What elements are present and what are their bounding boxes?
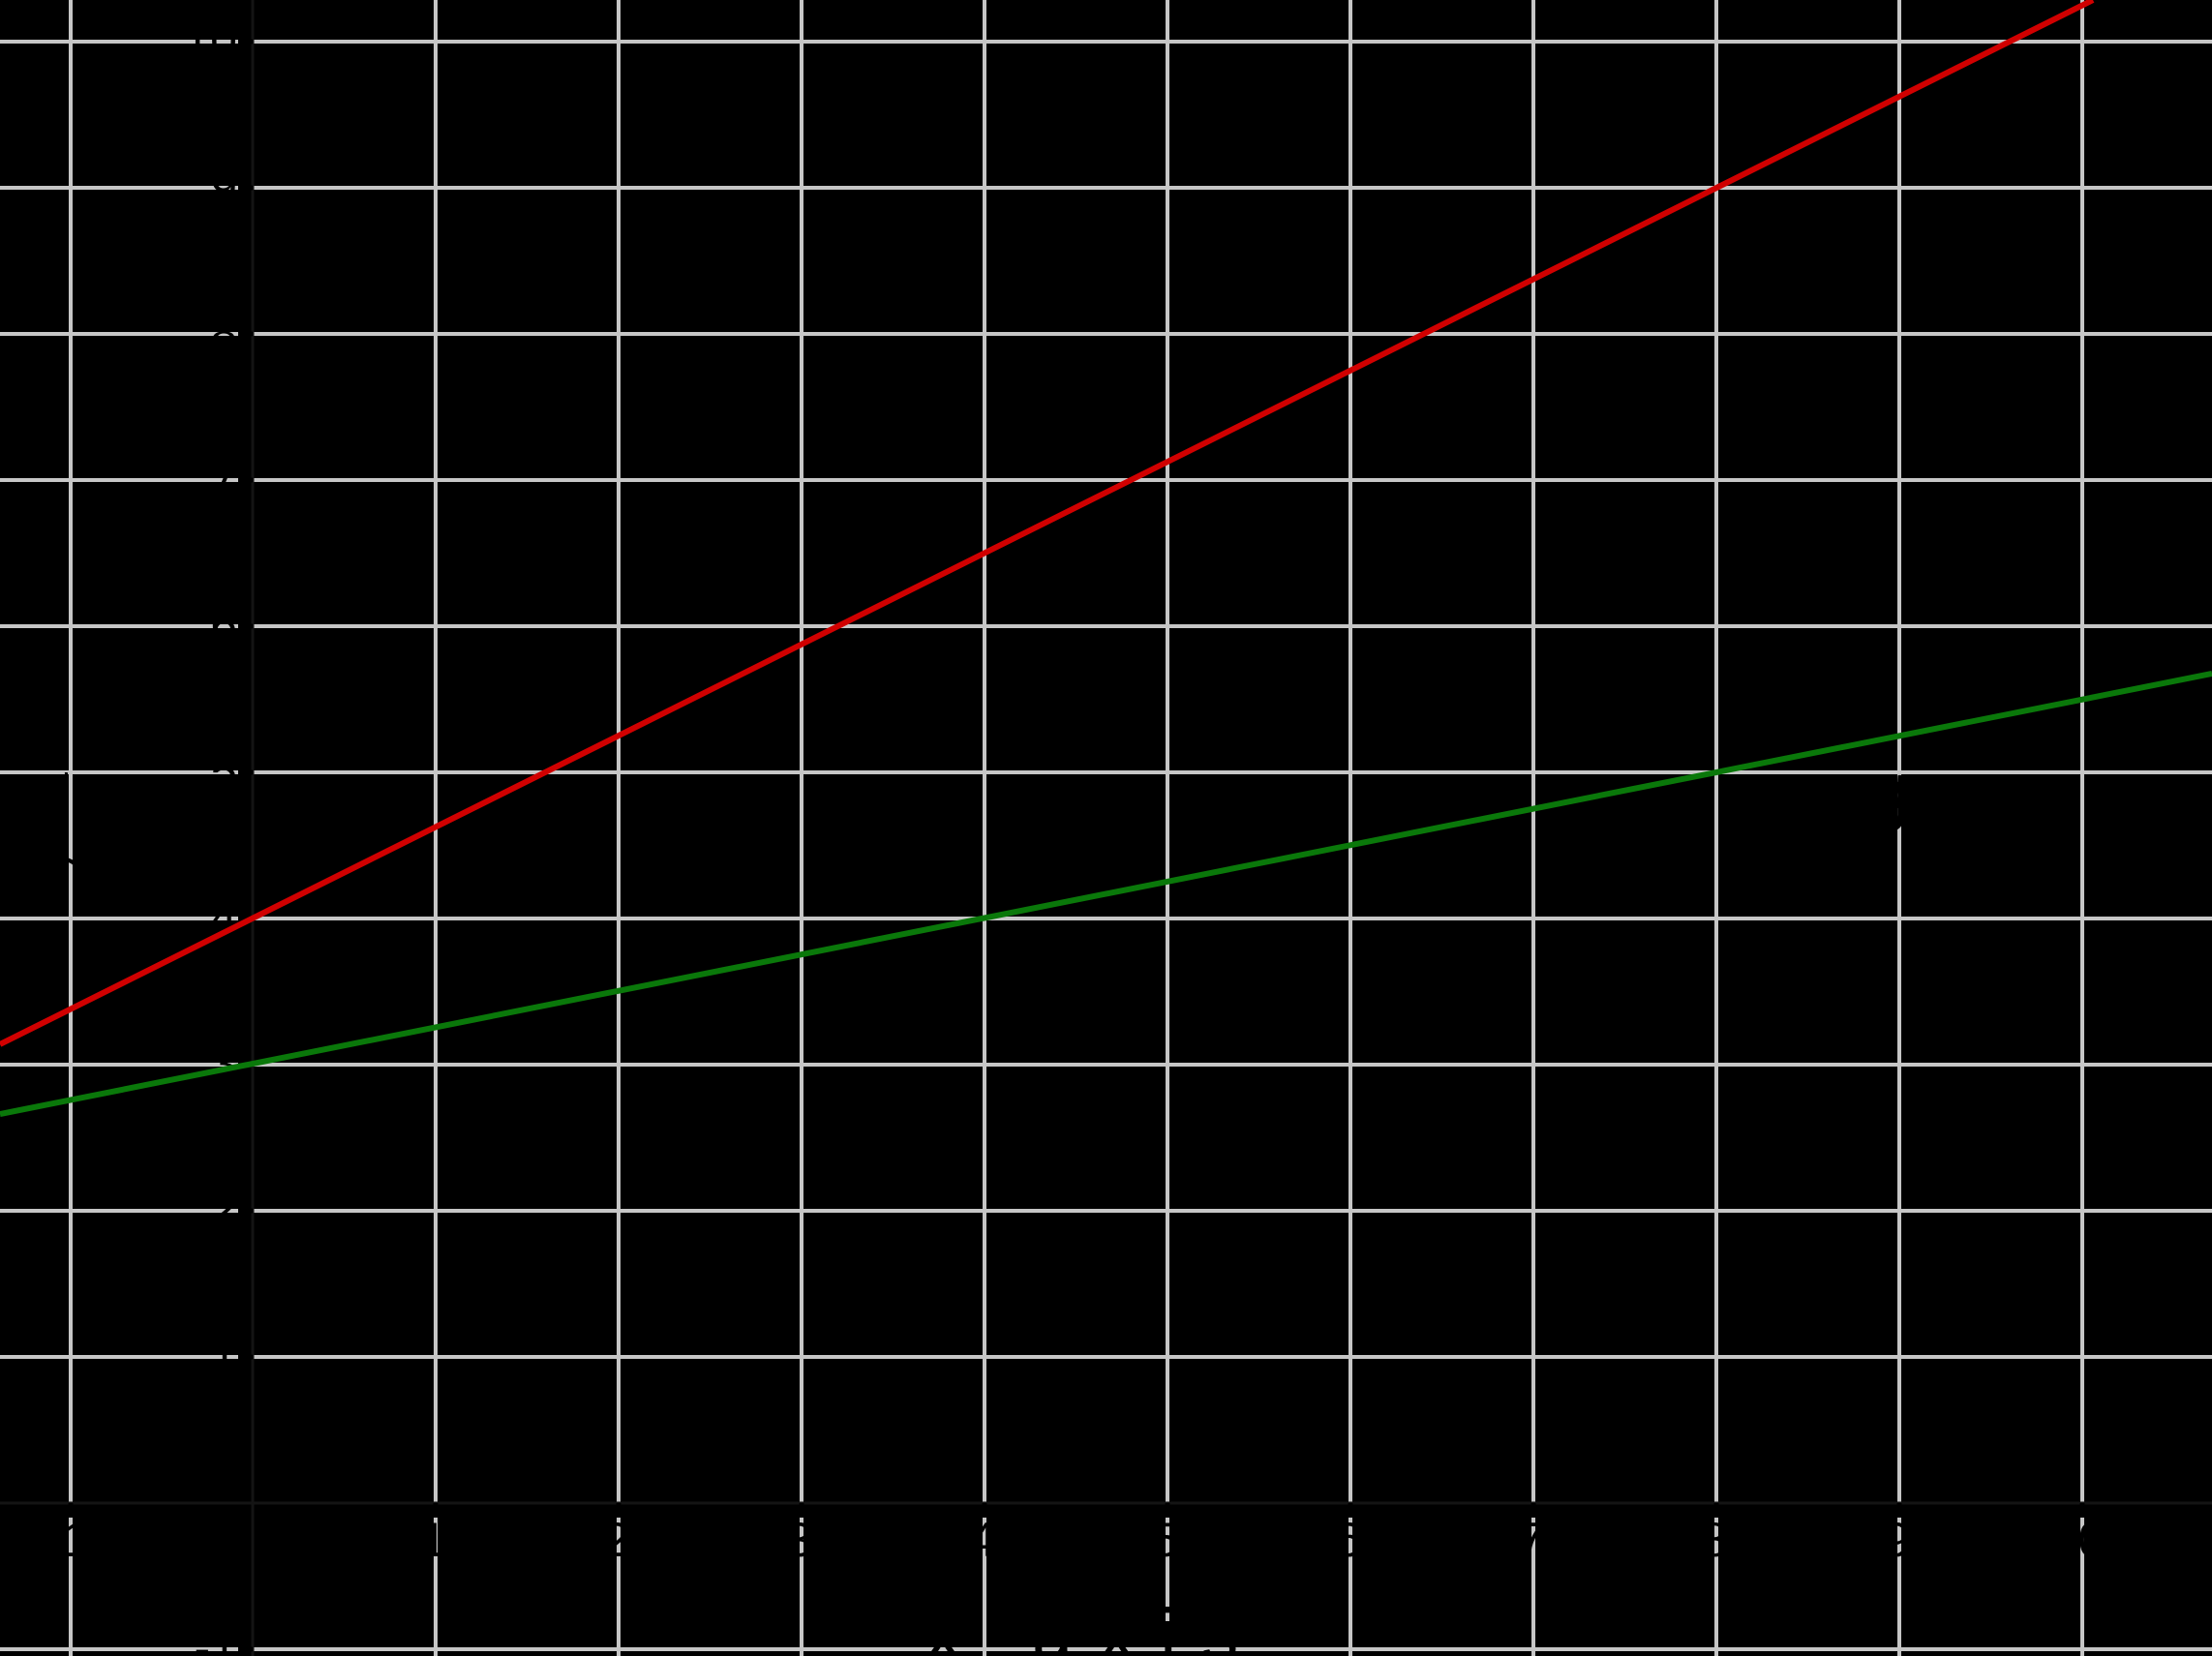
green-data-line: [0, 671, 2212, 1117]
x-axis-tick-label: 2: [602, 1513, 630, 1567]
y-axis-tick-label: 10: [183, 14, 237, 68]
y-axis-tick-label: -1: [194, 1621, 237, 1656]
x-axis-tick-label: 7: [1517, 1513, 1545, 1567]
x-axis-tick-label: 4: [968, 1513, 996, 1567]
x-axis-tick-label: 5: [1151, 1513, 1179, 1567]
x-axis-tick-label: 9: [1883, 1513, 1911, 1567]
y-axis-tick-label: 1: [210, 1329, 237, 1383]
x-axis-tick-label: 8: [1700, 1513, 1728, 1567]
line-label-red-line: f: [1689, 249, 1712, 335]
x-axis-tick-label: 6: [1334, 1513, 1362, 1567]
x-axis-tick-label: -1: [45, 1513, 89, 1567]
y-axis-tick-label: 6: [210, 598, 237, 652]
line-label-green-line: g: [1866, 746, 1910, 832]
y-axis-tick-label: 3: [210, 1037, 237, 1091]
y-axis-tick-label: 8: [210, 306, 237, 360]
origin-label: 0: [210, 1513, 237, 1567]
x-axis-title: x axis: [924, 1594, 1264, 1656]
red-data-line: [0, 0, 2095, 1047]
x-axis-tick-label: 1: [419, 1513, 447, 1567]
x-axis-tick-label: 3: [785, 1513, 813, 1567]
x-axis-tick-label: 10: [2050, 1513, 2106, 1567]
y-axis-tick-label: 9: [210, 160, 237, 214]
y-axis-tick-label: 7: [210, 452, 237, 506]
y-axis-tick-label: 2: [210, 1183, 237, 1237]
y-axis-tick-label: 5: [210, 744, 237, 798]
